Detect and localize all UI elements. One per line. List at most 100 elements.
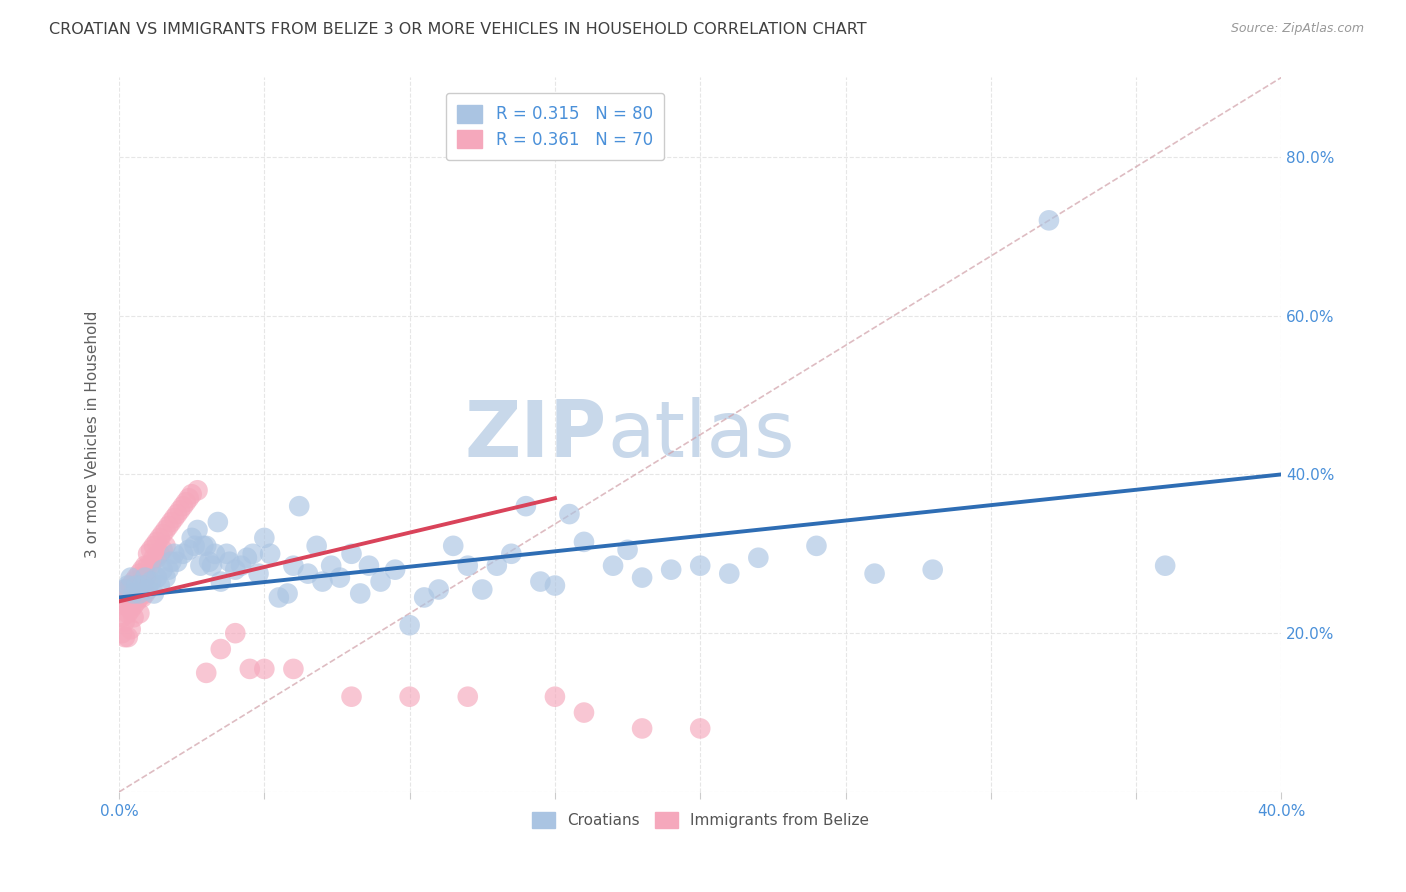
- Point: [218, 555, 240, 569]
- Point: [146, 534, 169, 549]
- Point: [111, 594, 134, 608]
- Point: [193, 539, 215, 553]
- Point: [139, 558, 162, 573]
- Point: [329, 571, 352, 585]
- Point: [689, 722, 711, 736]
- Point: [180, 487, 202, 501]
- Point: [209, 574, 232, 589]
- Point: [152, 563, 174, 577]
- Point: [806, 539, 828, 553]
- Point: [457, 690, 479, 704]
- Point: [120, 602, 142, 616]
- Legend: Croatians, Immigrants from Belize: Croatians, Immigrants from Belize: [526, 806, 875, 834]
- Point: [441, 539, 464, 553]
- Point: [157, 563, 180, 577]
- Point: [111, 626, 134, 640]
- Point: [117, 582, 139, 597]
- Text: CROATIAN VS IMMIGRANTS FROM BELIZE 3 OR MORE VEHICLES IN HOUSEHOLD CORRELATION C: CROATIAN VS IMMIGRANTS FROM BELIZE 3 OR …: [49, 22, 868, 37]
- Point: [142, 586, 165, 600]
- Point: [155, 571, 177, 585]
- Point: [142, 550, 165, 565]
- Point: [544, 690, 567, 704]
- Point: [340, 547, 363, 561]
- Point: [114, 582, 136, 597]
- Point: [166, 507, 188, 521]
- Point: [209, 642, 232, 657]
- Point: [201, 558, 224, 573]
- Point: [117, 630, 139, 644]
- Y-axis label: 3 or more Vehicles in Household: 3 or more Vehicles in Household: [86, 311, 100, 558]
- Point: [149, 578, 172, 592]
- Point: [340, 690, 363, 704]
- Point: [190, 558, 212, 573]
- Point: [242, 547, 264, 561]
- Point: [572, 706, 595, 720]
- Point: [288, 499, 311, 513]
- Point: [128, 566, 150, 581]
- Point: [427, 582, 450, 597]
- Point: [114, 630, 136, 644]
- Point: [125, 582, 148, 597]
- Point: [921, 563, 943, 577]
- Point: [183, 539, 205, 553]
- Point: [122, 610, 145, 624]
- Point: [136, 547, 159, 561]
- Point: [128, 591, 150, 605]
- Point: [259, 547, 281, 561]
- Point: [117, 607, 139, 621]
- Point: [180, 531, 202, 545]
- Point: [616, 542, 638, 557]
- Point: [134, 586, 156, 600]
- Point: [139, 542, 162, 557]
- Point: [131, 563, 153, 577]
- Point: [169, 503, 191, 517]
- Point: [120, 578, 142, 592]
- Point: [128, 586, 150, 600]
- Point: [471, 582, 494, 597]
- Point: [128, 607, 150, 621]
- Point: [718, 566, 741, 581]
- Point: [204, 547, 226, 561]
- Point: [120, 622, 142, 636]
- Point: [239, 662, 262, 676]
- Point: [117, 594, 139, 608]
- Point: [125, 578, 148, 592]
- Point: [247, 566, 270, 581]
- Point: [136, 574, 159, 589]
- Point: [136, 582, 159, 597]
- Point: [152, 542, 174, 557]
- Point: [122, 586, 145, 600]
- Text: ZIP: ZIP: [465, 397, 607, 473]
- Point: [224, 563, 246, 577]
- Point: [177, 491, 200, 506]
- Point: [297, 566, 319, 581]
- Point: [515, 499, 537, 513]
- Point: [114, 599, 136, 613]
- Point: [125, 594, 148, 608]
- Point: [195, 665, 218, 680]
- Point: [122, 574, 145, 589]
- Point: [128, 578, 150, 592]
- Point: [195, 539, 218, 553]
- Point: [114, 614, 136, 628]
- Point: [311, 574, 333, 589]
- Point: [689, 558, 711, 573]
- Point: [122, 586, 145, 600]
- Point: [172, 499, 194, 513]
- Point: [207, 515, 229, 529]
- Point: [131, 574, 153, 589]
- Point: [155, 539, 177, 553]
- Point: [631, 571, 654, 585]
- Point: [283, 662, 305, 676]
- Point: [1154, 558, 1177, 573]
- Point: [659, 563, 682, 577]
- Point: [172, 547, 194, 561]
- Point: [602, 558, 624, 573]
- Point: [253, 531, 276, 545]
- Point: [283, 558, 305, 573]
- Point: [198, 555, 221, 569]
- Point: [131, 591, 153, 605]
- Point: [155, 523, 177, 537]
- Point: [370, 574, 392, 589]
- Point: [134, 571, 156, 585]
